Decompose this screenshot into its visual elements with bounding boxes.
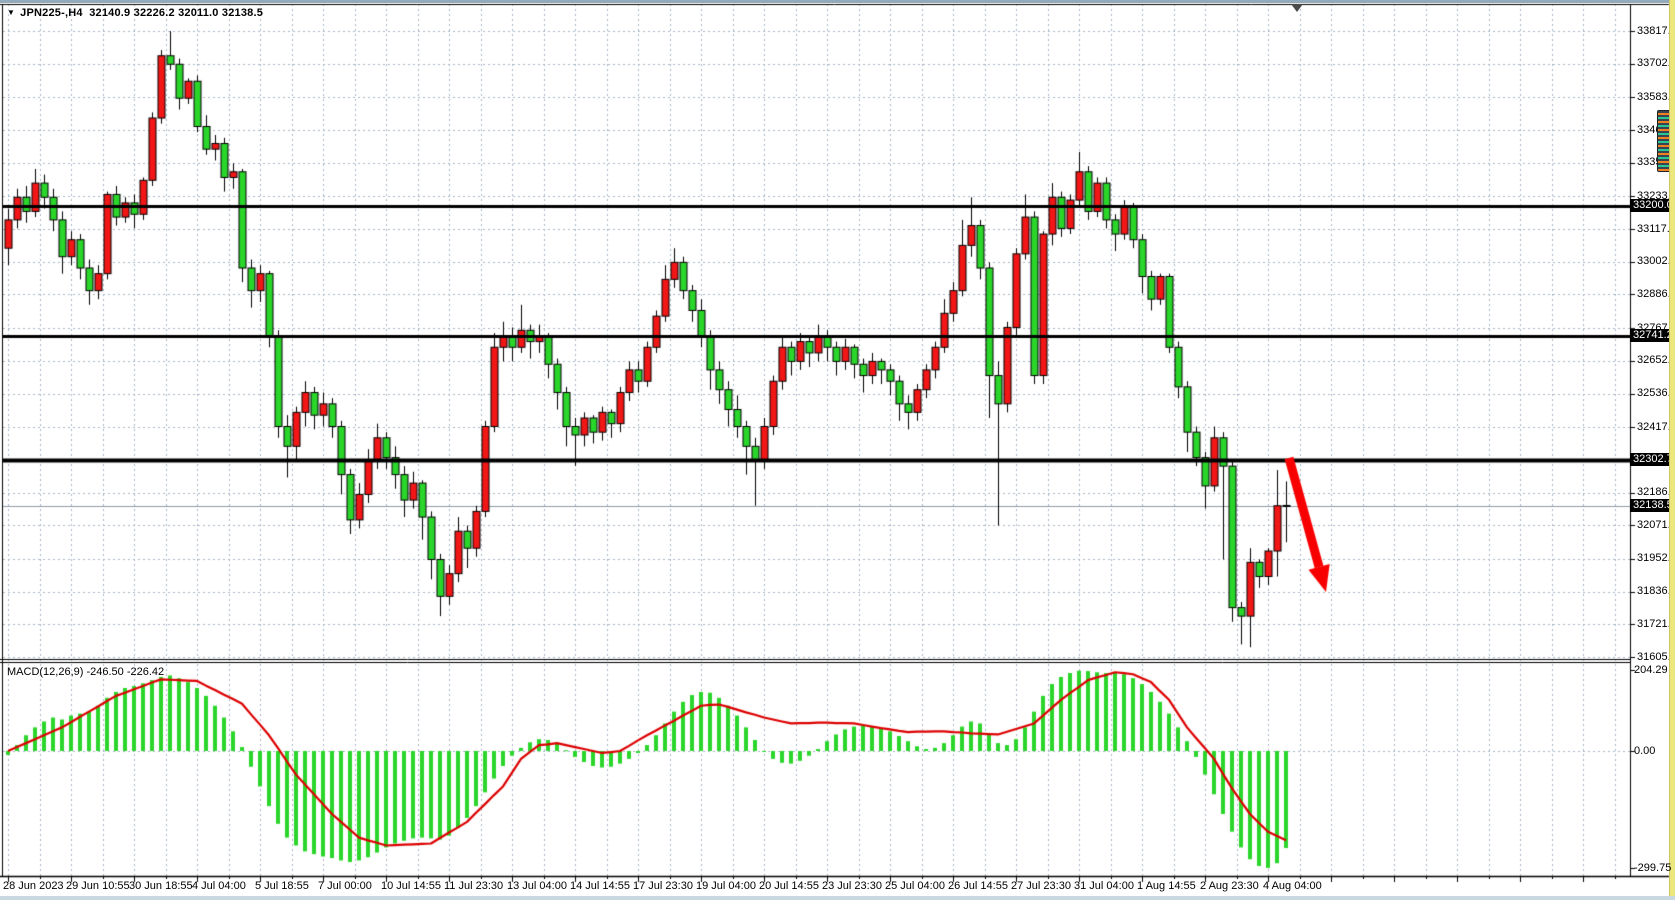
time-tick-label: 4 Aug 04:00 — [1263, 880, 1322, 892]
time-tick-label: 11 Jul 23:30 — [444, 880, 504, 892]
time-tick-label: 2 Aug 23:30 — [1200, 880, 1259, 892]
price-tick-label: 33117.5 — [1637, 222, 1675, 235]
price-tick-label: 31952.0 — [1637, 552, 1675, 565]
macd-axis-min: -299.75 — [1634, 861, 1672, 874]
time-tick-label: 25 Jul 04:00 — [885, 880, 945, 892]
price-badge-label: 32741.2 — [1630, 328, 1675, 342]
time-tick-label: 5 Jul 18:55 — [255, 880, 309, 892]
time-tick-label: 30 Jun 18:55 — [129, 880, 193, 892]
time-tick-label: 13 Jul 04:00 — [507, 880, 567, 892]
symbol-ohlc-header: ▼ JPN225-,H4 32140.9 32226.2 32011.0 3213… — [7, 7, 263, 19]
macd-signal-value: -226.42 — [126, 666, 165, 678]
chart-shift-marker[interactable] — [1291, 4, 1303, 12]
window-bottom-edge — [0, 896, 1675, 900]
price-tick-label: 32652.0 — [1637, 354, 1675, 367]
time-tick-label: 10 Jul 14:55 — [381, 880, 441, 892]
close-value: 32138.5 — [221, 7, 264, 19]
price-badge-label: 32138.5 — [1630, 499, 1675, 513]
price-tick-label: 33817.5 — [1637, 24, 1675, 37]
high-value: 32226.2 — [133, 7, 175, 19]
price-axis[interactable]: 33817.5 33702.0 33583.0 33467.5 33352.0 33233… — [1630, 0, 1675, 876]
time-tick-label: 4 Jul 04:00 — [192, 880, 246, 892]
price-tick-label: 33002.0 — [1637, 255, 1675, 268]
time-tick-label: 23 Jul 23:30 — [822, 880, 882, 892]
window-top-edge — [0, 0, 1675, 3]
low-value: 32011.0 — [178, 7, 219, 19]
time-tick-label: 29 Jun 10:55 — [66, 880, 130, 892]
price-tick-label: 32886.5 — [1637, 287, 1675, 300]
price-tick-label: 31836.5 — [1637, 585, 1675, 598]
price-tick-label: 32071.0 — [1637, 518, 1675, 531]
price-tick-label: 33583.0 — [1637, 90, 1675, 103]
price-tick-label: 33702.0 — [1637, 57, 1675, 70]
time-tick-label: 19 Jul 04:00 — [696, 880, 756, 892]
symbol-period-label: JPN225-,H4 — [20, 7, 83, 19]
price-tick-label: 32186.5 — [1637, 486, 1675, 499]
open-value: 32140.9 — [89, 7, 131, 19]
time-tick-label: 7 Jul 00:00 — [318, 880, 372, 892]
price-badge-label: 32302.7 — [1630, 452, 1675, 466]
time-tick-label: 1 Aug 14:55 — [1137, 880, 1196, 892]
chevron-down-icon[interactable]: ▼ — [7, 8, 16, 17]
time-axis[interactable]: 28 Jun 2023 29 Jun 10:55 30 Jun 18:55 4 Jul… — [0, 880, 1669, 896]
time-tick-label: 27 Jul 23:30 — [1011, 880, 1071, 892]
macd-axis-zero: 0.00 — [1634, 744, 1656, 757]
time-tick-label: 26 Jul 14:55 — [948, 880, 1008, 892]
time-tick-label: 28 Jun 2023 — [3, 880, 64, 892]
time-tick-label: 14 Jul 14:55 — [570, 880, 630, 892]
window-right-edge — [1669, 0, 1675, 900]
time-tick-label: 31 Jul 04:00 — [1074, 880, 1134, 892]
time-tick-label: 17 Jul 23:30 — [633, 880, 693, 892]
macd-indicator-label: MACD(12,26,9) -246.50 -226.42 — [7, 666, 164, 678]
price-badge-label: 33200.0 — [1630, 198, 1675, 212]
macd-axis-max: 204.29 — [1634, 663, 1668, 676]
macd-name: MACD(12,26,9) — [7, 666, 84, 678]
price-tick-label: 31605.5 — [1637, 650, 1675, 663]
macd-main-value: -246.50 — [86, 666, 124, 678]
price-tick-label: 31721.0 — [1637, 617, 1675, 630]
price-tick-label: 32417.5 — [1637, 420, 1675, 433]
time-tick-label: 20 Jul 14:55 — [759, 880, 819, 892]
price-tick-label: 32536.5 — [1637, 387, 1675, 400]
